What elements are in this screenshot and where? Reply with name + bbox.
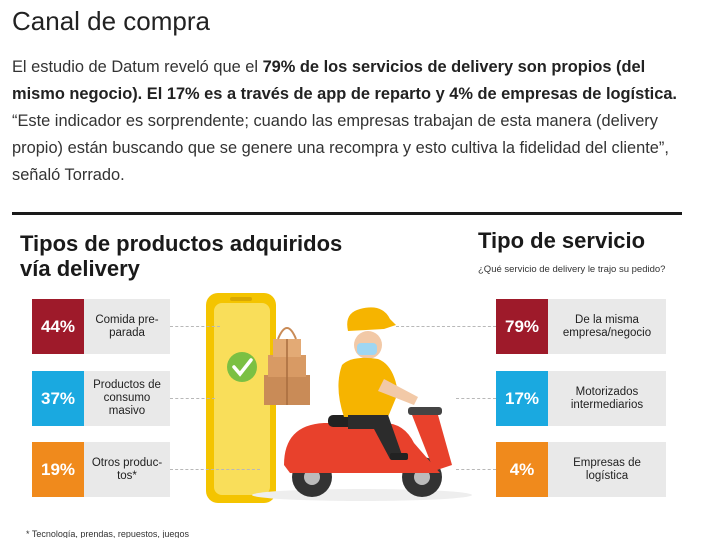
products-title-line-1: Tipos de productos adquiridos	[20, 231, 343, 256]
service-stat-own-business: 79% De la misma empresa/negocio	[496, 299, 666, 354]
service-stat-own-business-label: De la misma empresa/negocio	[548, 299, 666, 354]
page-heading: Canal de compra	[12, 6, 210, 36]
products-chart-title: Tipos de productos adquiridos vía delive…	[20, 231, 342, 281]
product-stat-mass-consumption-label: Productos de consumo masivo	[84, 371, 170, 426]
service-stat-intermediaries-label: Motorizados intermediarios	[548, 371, 666, 426]
parcel-stack-icon	[264, 327, 310, 405]
infographic-footnote: * Tecnología, prendas, repuestos, juegos	[26, 529, 189, 538]
product-stat-other-pct: 19%	[32, 442, 84, 497]
service-question: ¿Qué servicio de delivery le trajo su pe…	[478, 264, 666, 275]
product-stat-mass-consumption-pct: 37%	[32, 371, 84, 426]
leader-line	[396, 326, 496, 327]
article-paragraph: El estudio de Datum reveló que el 79% de…	[12, 54, 682, 189]
paragraph-bold-text: 79% de los servicios de delivery son pro…	[12, 58, 677, 103]
products-title-line-2: vía delivery	[20, 256, 140, 281]
paragraph-text-2: “Este indicador es sorprendente; cuando …	[12, 112, 669, 184]
product-stat-other: 19% Otros produc-tos*	[32, 442, 170, 497]
service-stat-own-business-pct: 79%	[496, 299, 548, 354]
product-stat-food-label: Comida pre-parada	[84, 299, 170, 354]
infographic: Tipos de productos adquiridos vía delive…	[12, 212, 682, 538]
product-stat-food: 44% Comida pre-parada	[32, 299, 170, 354]
service-stat-logistics-pct: 4%	[496, 442, 548, 497]
service-stat-logistics-label: Empresas de logística	[548, 442, 666, 497]
delivery-illustration	[206, 293, 472, 503]
leader-line	[456, 469, 496, 470]
product-stat-food-pct: 44%	[32, 299, 84, 354]
product-stat-mass-consumption: 37% Productos de consumo masivo	[32, 371, 170, 426]
service-stat-intermediaries-pct: 17%	[496, 371, 548, 426]
leader-line	[170, 326, 220, 327]
leader-line	[170, 469, 260, 470]
leader-line	[456, 398, 496, 399]
check-badge-icon	[227, 352, 257, 382]
product-stat-other-label: Otros produc-tos*	[84, 442, 170, 497]
paragraph-text-1: El estudio de Datum reveló que el	[12, 58, 263, 76]
smartphone-icon	[206, 293, 276, 503]
service-stat-intermediaries: 17% Motorizados intermediarios	[496, 371, 666, 426]
delivery-rider-scooter-icon	[252, 307, 472, 501]
service-stat-logistics: 4% Empresas de logística	[496, 442, 666, 497]
service-chart-title: Tipo de servicio	[478, 228, 646, 253]
leader-line	[170, 398, 215, 399]
